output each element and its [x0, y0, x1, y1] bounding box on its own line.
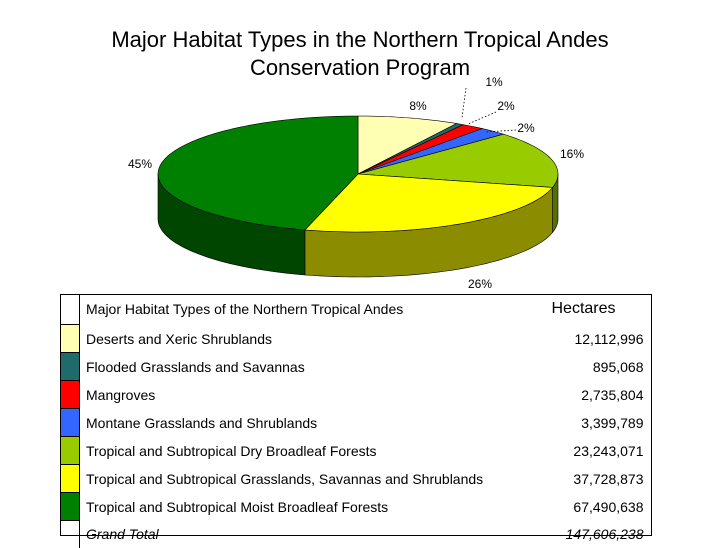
legend-total-value: 147,606,238: [524, 521, 652, 548]
pie-label-leader: [462, 88, 466, 118]
legend-swatch: [61, 353, 80, 381]
legend-name: Tropical and Subtropical Grasslands, Sav…: [80, 465, 524, 493]
legend-swatch: [61, 325, 80, 353]
legend-name: Tropical and Subtropical Dry Broadleaf F…: [80, 437, 524, 465]
legend-header-value: Hectares: [524, 294, 652, 325]
legend-name: Montane Grasslands and Shrublands: [80, 409, 524, 437]
legend-name: Mangroves: [80, 381, 524, 409]
legend-value: 67,490,638: [524, 493, 652, 521]
legend-value: 2,735,804: [524, 381, 652, 409]
legend-header-swatch-cell: [61, 294, 80, 325]
legend-value: 23,243,071: [524, 437, 652, 465]
legend-value: 12,112,996: [524, 325, 652, 353]
legend-header-row: Major Habitat Types of the Northern Trop…: [61, 294, 652, 325]
legend-value: 3,399,789: [524, 409, 652, 437]
legend-total-name: Grand Total: [80, 521, 524, 548]
legend-name: Deserts and Xeric Shrublands: [80, 325, 524, 353]
legend-swatch: [61, 493, 80, 521]
legend-name: Flooded Grasslands and Savannas: [80, 353, 524, 381]
legend-swatch: [61, 465, 80, 493]
legend-value: 37,728,873: [524, 465, 652, 493]
pie-top-faces: [158, 116, 558, 232]
pie-label-leader: [468, 112, 496, 124]
pie-pct-label: 2%: [497, 99, 515, 113]
legend-swatch: [61, 437, 80, 465]
pie-pct-label: 8%: [409, 99, 427, 113]
pie-pct-label: 16%: [560, 147, 584, 161]
legend-name: Tropical and Subtropical Moist Broadleaf…: [80, 493, 524, 521]
legend-swatch: [61, 381, 80, 409]
legend-row: Tropical and Subtropical Grasslands, Sav…: [61, 465, 652, 493]
legend-header-name: Major Habitat Types of the Northern Trop…: [80, 294, 524, 325]
pie-chart: 8% 1% 2%2% 16% 26% 45%: [0, 0, 720, 300]
legend-swatch: [61, 409, 80, 437]
legend-row: Tropical and Subtropical Moist Broadleaf…: [61, 493, 652, 521]
pie-pct-label: 1%: [485, 75, 503, 89]
pie-pct-label: 45%: [128, 157, 152, 171]
legend-total-swatch: [61, 521, 80, 548]
legend-value: 895,068: [524, 353, 652, 381]
legend-table: Major Habitat Types of the Northern Trop…: [60, 294, 652, 548]
pie-pct-label: 2%: [517, 121, 535, 135]
legend-row: Tropical and Subtropical Dry Broadleaf F…: [61, 437, 652, 465]
pie-pct-label: 26%: [468, 277, 492, 291]
